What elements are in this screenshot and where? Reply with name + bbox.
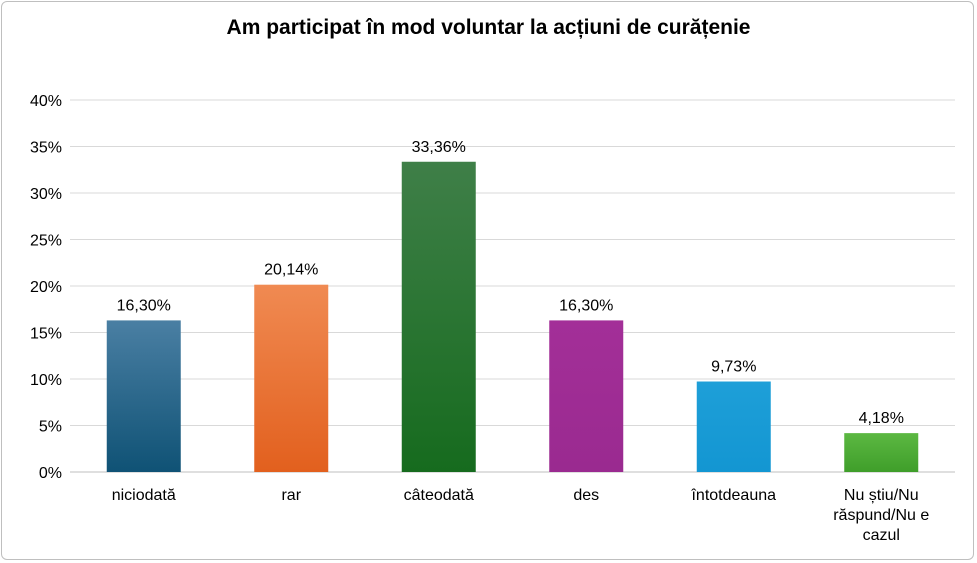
data-label: 4,18% bbox=[859, 410, 904, 427]
y-tick-label: 0% bbox=[39, 465, 62, 482]
data-label: 33,36% bbox=[412, 139, 466, 156]
category-label: rar bbox=[281, 487, 301, 504]
bar bbox=[696, 381, 771, 472]
y-tick-label: 25% bbox=[30, 233, 62, 250]
bar bbox=[844, 433, 919, 472]
data-label: 16,30% bbox=[117, 297, 171, 314]
data-label: 20,14% bbox=[264, 262, 318, 279]
y-tick-label: 5% bbox=[39, 419, 62, 436]
y-tick-label: 15% bbox=[30, 326, 62, 343]
y-tick-label: 10% bbox=[30, 372, 62, 389]
category-label: Nu știu/Nu răspund/Nu e cazul bbox=[833, 487, 929, 544]
y-tick-label: 35% bbox=[30, 140, 62, 157]
y-tick-label: 40% bbox=[30, 93, 62, 110]
bar bbox=[106, 320, 181, 472]
data-label: 16,30% bbox=[559, 297, 613, 314]
bar bbox=[401, 161, 476, 472]
bar bbox=[549, 320, 624, 472]
y-tick-label: 30% bbox=[30, 186, 62, 203]
chart-title: Am participat în mod voluntar la acțiuni… bbox=[226, 16, 751, 39]
y-tick-label: 20% bbox=[30, 279, 62, 296]
data-label: 9,73% bbox=[711, 359, 756, 376]
category-label: câteodată bbox=[404, 487, 474, 504]
bar bbox=[254, 284, 329, 472]
category-label: întotdeauna bbox=[690, 487, 776, 504]
category-label: des bbox=[573, 487, 599, 504]
category-label: niciodată bbox=[112, 487, 176, 504]
